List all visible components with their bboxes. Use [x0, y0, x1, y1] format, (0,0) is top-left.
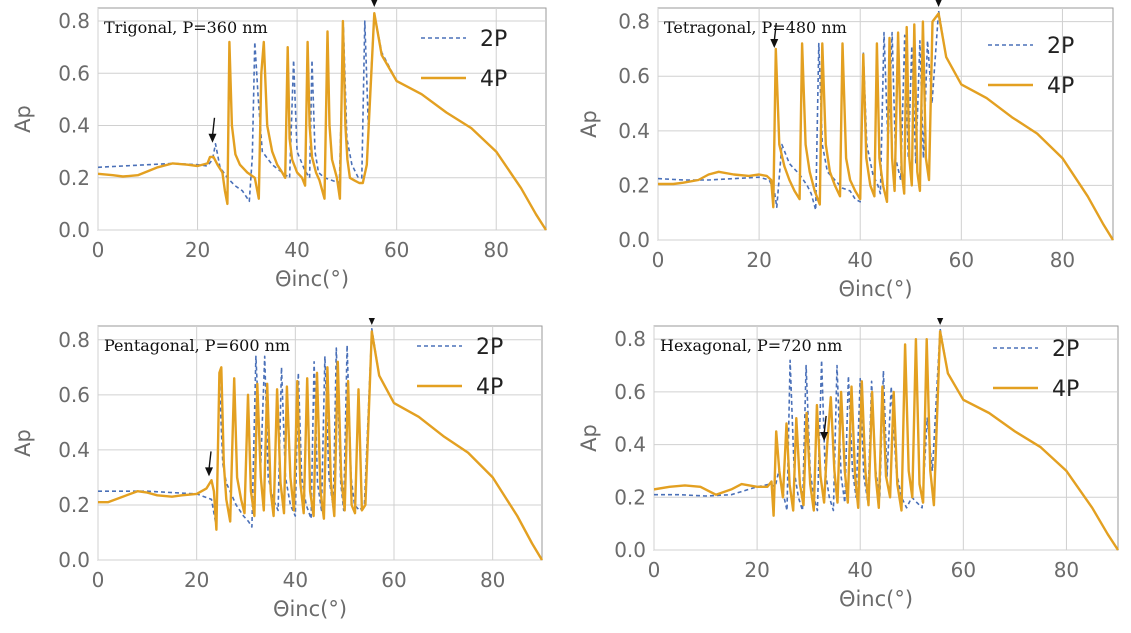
legend-entry-4p: 4P — [988, 74, 1074, 99]
x-tick-label: 60 — [951, 558, 976, 582]
x-axis-label: Θinc(°) — [838, 277, 912, 301]
legend-entry-2p: 2P — [988, 34, 1074, 59]
y-tick-label: 0.0 — [614, 538, 646, 562]
legend-label: 4P — [1052, 377, 1079, 402]
series-line-2p — [658, 9, 1114, 241]
panel-tetragonal: 0 20 40 60 80 0.0 0.2 0.4 0.6 0.8 Θinc(°) Ap Tetrago… — [566, 0, 1131, 310]
y-tick-label: 0.2 — [58, 493, 90, 517]
y-tick-label: 0.8 — [58, 328, 90, 352]
x-tick-label: 20 — [184, 568, 209, 592]
y-tick-label: 0.4 — [614, 433, 646, 457]
y-tick-label: 0.2 — [618, 173, 650, 197]
arrow-marker — [820, 415, 829, 441]
x-tick-label: 80 — [483, 238, 508, 262]
arrow-marker — [371, 0, 378, 7]
x-tick-label: 20 — [185, 238, 210, 262]
y-tick-label: 0.2 — [58, 166, 90, 190]
x-tick-label: 40 — [284, 238, 309, 262]
series-line-4p — [98, 330, 544, 561]
x-tick-label: 40 — [283, 568, 308, 592]
series-line-2p — [654, 327, 1119, 551]
x-tick-label: 60 — [381, 568, 406, 592]
legend-label: 4P — [476, 375, 503, 400]
y-tick-label: 0.4 — [58, 114, 90, 138]
series-line-4p — [658, 12, 1115, 241]
arrow-marker — [368, 318, 375, 325]
y-axis-label: Ap — [11, 105, 35, 133]
panel-pentagonal: 0 20 40 60 80 0.0 0.2 0.4 0.6 0.8 Θinc(°) Ap Pentago… — [0, 318, 560, 633]
y-tick-label: 0.0 — [58, 548, 90, 572]
x-tick-label: 20 — [744, 558, 769, 582]
x-tick-label: 0 — [652, 248, 665, 272]
panel-annotation: Pentagonal, P=600 nm — [104, 336, 290, 355]
legend-entry-2p: 2P — [993, 337, 1079, 362]
plot-frame — [97, 7, 547, 231]
panel-hexagonal: 0 20 40 60 80 0.0 0.2 0.4 0.6 0.8 Θinc(°) Ap Hexagon… — [566, 318, 1131, 633]
x-tick-label: 40 — [847, 558, 872, 582]
x-tick-label: 0 — [648, 558, 661, 582]
y-tick-label: 0.2 — [614, 485, 646, 509]
x-tick-label: 80 — [1054, 558, 1079, 582]
arrow-marker — [208, 117, 217, 143]
chart-tetragonal: 0 20 40 60 80 0.0 0.2 0.4 0.6 0.8 Θinc(°) Ap Tetrago… — [577, 0, 1115, 301]
y-tick-label: 0.6 — [614, 380, 646, 404]
arrow-marker — [937, 318, 944, 325]
y-tick-label: 0.6 — [58, 61, 90, 85]
legend-label: 2P — [1052, 337, 1079, 362]
y-tick-label: 0.6 — [618, 64, 650, 88]
y-tick-label: 0.8 — [618, 10, 650, 34]
y-tick-label: 0.0 — [618, 228, 650, 252]
legend-label: 2P — [1047, 34, 1074, 59]
arrow-marker — [205, 451, 213, 477]
legend-label: 2P — [480, 27, 507, 52]
arrow-marker — [935, 0, 942, 7]
y-tick-label: 0.4 — [58, 438, 90, 462]
y-axis-label: Ap — [577, 424, 601, 452]
legend-entry-4p: 4P — [993, 377, 1079, 402]
legend-label: 4P — [1047, 74, 1074, 99]
y-tick-label: 0.8 — [58, 9, 90, 33]
series-line-4p — [654, 330, 1120, 551]
x-axis-label: Θinc(°) — [275, 267, 349, 291]
legend-entry-4p: 4P — [417, 375, 503, 400]
x-tick-label: 80 — [1050, 248, 1075, 272]
series-line-4p — [98, 12, 548, 231]
x-tick-label: 60 — [384, 238, 409, 262]
panel-annotation: Hexagonal, P=720 nm — [660, 336, 842, 355]
y-tick-label: 0.4 — [618, 119, 650, 143]
x-tick-label: 0 — [92, 568, 105, 592]
y-axis-label: Ap — [577, 110, 601, 138]
y-tick-label: 0.8 — [614, 327, 646, 351]
panel-trigonal: 0 20 40 60 80 0.0 0.2 0.4 0.6 0.8 Θinc(°) Ap Trigona… — [0, 0, 560, 310]
y-axis-label: Ap — [11, 429, 35, 457]
arrow-marker — [770, 22, 779, 48]
y-tick-label: 0.0 — [58, 218, 90, 242]
legend-label: 4P — [480, 67, 507, 92]
chart-pentagonal: 0 20 40 60 80 0.0 0.2 0.4 0.6 0.8 Θinc(°) Ap Pentago… — [11, 318, 544, 621]
x-tick-label: 80 — [480, 568, 505, 592]
x-tick-label: 40 — [847, 248, 872, 272]
legend-label: 2P — [476, 335, 503, 360]
legend-entry-2p: 2P — [421, 27, 507, 52]
x-axis-label: Θinc(°) — [273, 597, 347, 621]
chart-trigonal: 0 20 40 60 80 0.0 0.2 0.4 0.6 0.8 Θinc(°) Ap Trigona… — [11, 0, 548, 291]
panel-annotation: Tetragonal, P=480 nm — [664, 18, 847, 37]
chart-hexagonal: 0 20 40 60 80 0.0 0.2 0.4 0.6 0.8 Θinc(°) Ap Hexagon… — [577, 318, 1120, 611]
series-line-2p — [98, 12, 547, 231]
y-tick-label: 0.6 — [58, 383, 90, 407]
x-tick-label: 20 — [746, 248, 771, 272]
panel-annotation: Trigonal, P=360 nm — [104, 18, 268, 37]
x-tick-label: 60 — [949, 248, 974, 272]
plot-frame — [657, 7, 1114, 241]
legend-entry-4p: 4P — [421, 67, 507, 92]
x-axis-label: Θinc(°) — [839, 587, 913, 611]
legend-entry-2p: 2P — [417, 335, 503, 360]
x-tick-label: 0 — [92, 238, 105, 262]
